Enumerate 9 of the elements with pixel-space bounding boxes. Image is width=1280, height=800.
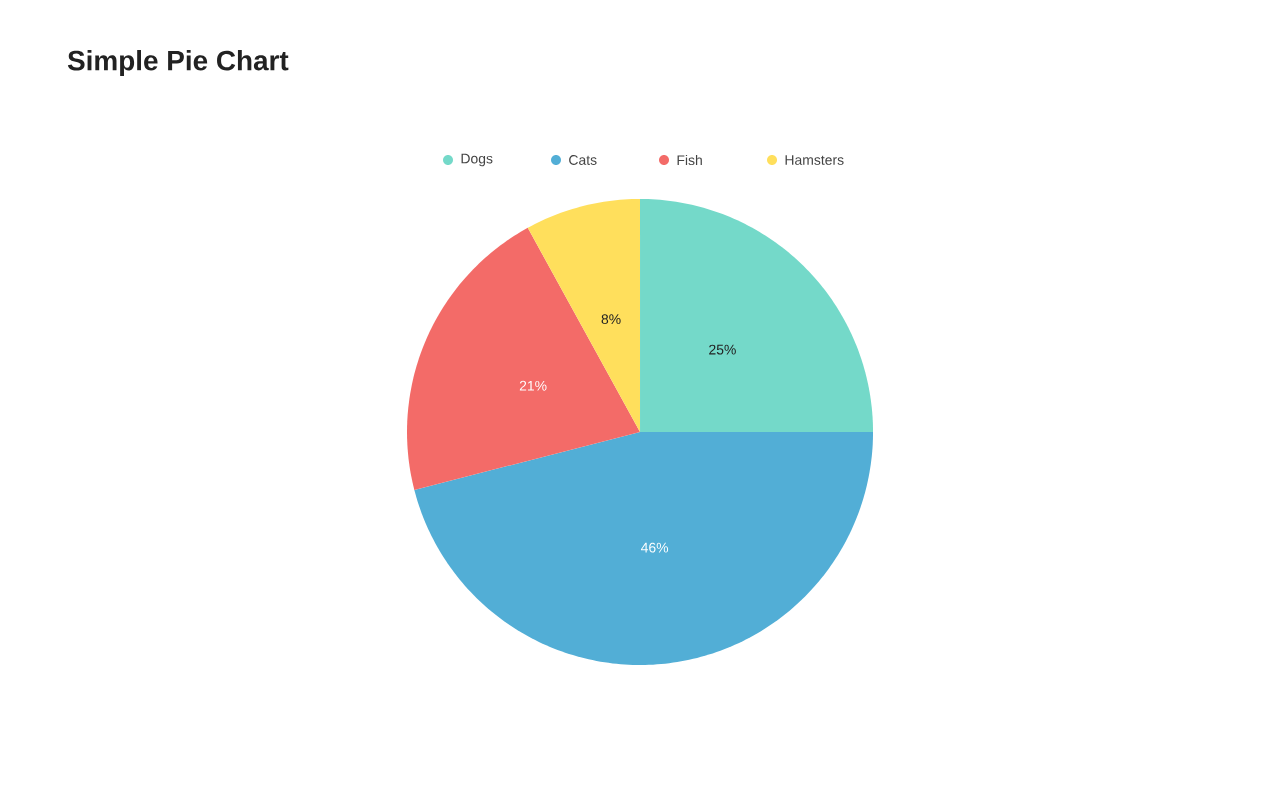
legend-label: Dogs [461, 153, 493, 167]
legend-label: Hamsters [785, 155, 844, 165]
data-label: 46% [640, 542, 669, 553]
text: Simple Pie Chart [67, 49, 289, 76]
data-label: 25% [709, 344, 736, 355]
data-label: 21% [519, 380, 547, 391]
legend-label: Fish [677, 154, 702, 166]
legend-label: Cats [569, 155, 597, 165]
data-label: 8% [601, 314, 621, 325]
